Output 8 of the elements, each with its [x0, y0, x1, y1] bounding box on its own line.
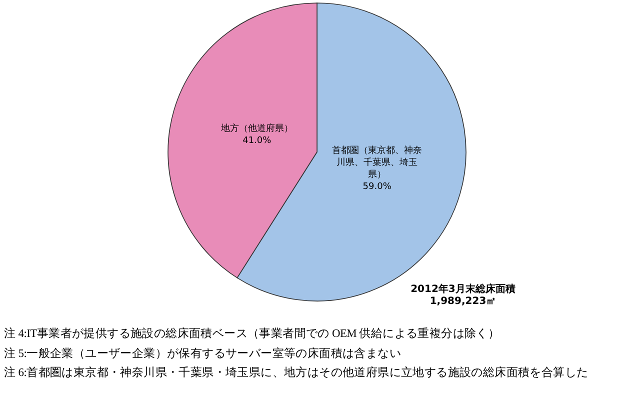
text: 注 4:IT事業者が提供する施設の総床面積ベース（事業者間での OEM 供給による重複分は除く）	[4, 326, 500, 341]
data-label: 41.0%	[242, 136, 272, 146]
text: 注 6:首都圏は東京都・神奈川県・千葉県・埼玉県に、地方はその他道府県に立地する施設の総床面積を合算した	[4, 365, 588, 380]
slice-label: 首都圏（東京都、神奈川県、千葉県、埼玉県）	[332, 146, 422, 180]
data-label: 59.0%	[362, 182, 392, 192]
text: 注 5:一般企業（ユーザー企業）が保有するサーバー室等の床面積は含まない	[4, 346, 402, 360]
slice-label: 地方（他道府県）	[220, 124, 293, 134]
text: 2012年3月末総床面積 1,989,223㎡	[410, 284, 516, 308]
